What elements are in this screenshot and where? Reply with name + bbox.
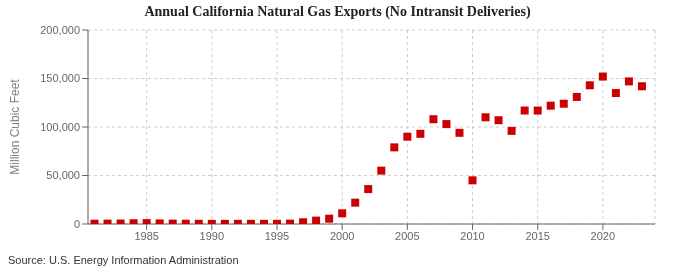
- svg-text:200,000: 200,000: [40, 24, 80, 36]
- svg-text:1995: 1995: [265, 230, 289, 242]
- svg-text:2000: 2000: [330, 230, 354, 242]
- svg-text:50,000: 50,000: [46, 169, 80, 181]
- svg-text:150,000: 150,000: [40, 72, 80, 84]
- svg-text:100,000: 100,000: [40, 121, 80, 133]
- svg-text:2005: 2005: [395, 230, 419, 242]
- svg-text:2015: 2015: [525, 230, 549, 242]
- svg-text:2010: 2010: [460, 230, 484, 242]
- svg-text:Million Cubic Feet: Million Cubic Feet: [8, 79, 22, 175]
- svg-text:1985: 1985: [134, 230, 158, 242]
- html-text:Annual California Natural Gas: Annual California Natural Gas Exports (N…: [144, 4, 531, 19]
- html-text:Source: U.S. Energy Informatio: Source: U.S. Energy Information Administ…: [8, 254, 239, 266]
- svg-text:0: 0: [74, 218, 80, 230]
- svg-text:1990: 1990: [200, 230, 224, 242]
- svg-text:2020: 2020: [591, 230, 615, 242]
